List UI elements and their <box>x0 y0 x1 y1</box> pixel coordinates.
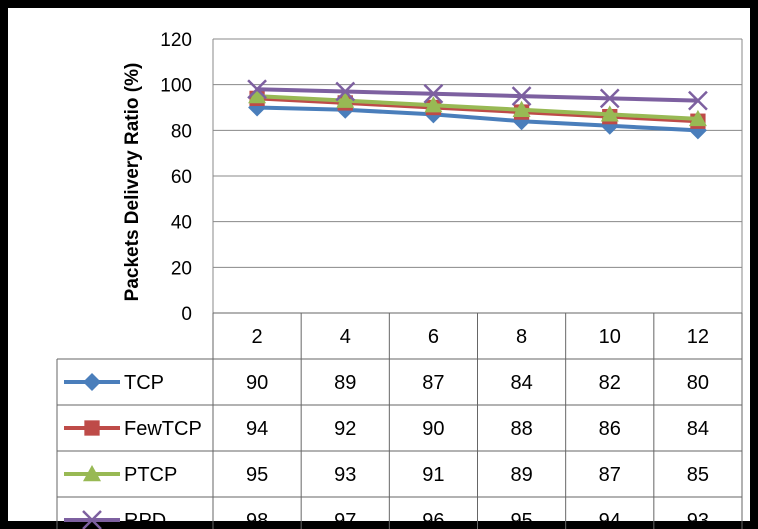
data-point-stroke-b <box>511 86 532 106</box>
table-cell-value: 95 <box>510 510 532 529</box>
y-axis-label: Packets Delivery Ratio (%) <box>122 63 143 302</box>
x-tick-label: 6 <box>428 326 439 348</box>
data-point <box>248 87 267 104</box>
y-tick-label: 60 <box>171 167 192 188</box>
table-cell-value: 87 <box>422 372 444 394</box>
series-lines <box>247 79 708 140</box>
legend-entry-rpd: RPD <box>64 510 166 529</box>
legend-entry-tcp: TCP <box>64 372 164 394</box>
y-tick-label: 80 <box>171 121 192 142</box>
x-tick-label: 12 <box>687 326 709 348</box>
series-rpd <box>247 79 708 111</box>
table-cell-value: 95 <box>246 464 268 486</box>
series-line <box>256 94 699 121</box>
legend-marker <box>84 420 100 436</box>
legend-label: TCP <box>124 372 164 394</box>
table-cell-value: 82 <box>599 372 621 394</box>
data-point <box>423 83 444 104</box>
data-point <box>599 88 620 109</box>
series-line <box>257 87 698 103</box>
legend-marker <box>83 465 101 482</box>
legend-marker <box>82 510 102 529</box>
table-cell-value: 90 <box>246 372 268 394</box>
table-cell-value: 87 <box>599 464 621 486</box>
table-cell-value: 84 <box>510 372 532 394</box>
data-point-stroke-b <box>599 88 620 109</box>
data-point <box>688 109 707 127</box>
table-cell-value: 85 <box>687 464 709 486</box>
y-tick-label: 120 <box>160 30 192 51</box>
table-cell-value: 97 <box>334 510 356 529</box>
data-point-stroke-b <box>688 90 708 111</box>
table-cell-value: 93 <box>687 510 709 529</box>
table-cell-value: 98 <box>246 510 268 529</box>
data-point <box>688 90 708 111</box>
gridlines <box>212 38 743 314</box>
x-tick-label: 8 <box>516 326 527 348</box>
legend-entry-fewtcp: FewTCP <box>64 418 202 440</box>
legend-label: RPD <box>124 510 166 529</box>
data-point-stroke-b <box>247 79 267 100</box>
series-ptcp <box>248 87 707 127</box>
x-tick-label: 10 <box>599 326 621 348</box>
series-line <box>257 105 699 133</box>
table-cell-value: 88 <box>510 418 532 440</box>
data-point-stroke-b <box>423 83 444 104</box>
table-cell-value: 86 <box>599 418 621 440</box>
table-cell-value: 89 <box>510 464 532 486</box>
y-tick-label: 100 <box>160 76 192 97</box>
data-point-stroke-b <box>335 81 356 102</box>
legend-marker-stroke-b <box>82 510 102 529</box>
data-point <box>512 100 531 117</box>
data-point <box>600 105 619 122</box>
legend-label: FewTCP <box>124 418 202 440</box>
data-table: 2 4 6 8 10 12 TCP 90 89 87 84 82 80 FewTCP 94 92 90 88 86 8… <box>56 312 743 529</box>
table-cell-value: 92 <box>334 418 356 440</box>
table-cell-value: 84 <box>687 418 709 440</box>
legend-entry-ptcp: PTCP <box>64 464 177 486</box>
legend-marker <box>83 373 101 391</box>
table-cell-value: 91 <box>422 464 444 486</box>
table-cell-value: 80 <box>687 372 709 394</box>
table-cell-value: 96 <box>422 510 444 529</box>
y-tick-label: 20 <box>171 258 192 279</box>
x-tick-label: 4 <box>340 326 351 348</box>
data-point <box>424 96 443 113</box>
legend-label: PTCP <box>124 464 177 486</box>
data-point <box>511 86 532 106</box>
y-axis-ticks: 0 20 40 60 80 100 120 <box>160 30 192 325</box>
series-line <box>256 96 699 124</box>
data-point <box>247 79 267 100</box>
x-tick-label: 2 <box>252 326 263 348</box>
table-cell-value: 89 <box>334 372 356 394</box>
y-tick-label: 0 <box>181 304 192 325</box>
table-cell-value: 90 <box>422 418 444 440</box>
table-cell-value: 93 <box>334 464 356 486</box>
y-tick-label: 40 <box>171 213 192 234</box>
data-point <box>336 91 355 108</box>
table-cell-value: 94 <box>599 510 621 529</box>
table-cell-value: 94 <box>246 418 268 440</box>
data-point <box>335 81 356 102</box>
